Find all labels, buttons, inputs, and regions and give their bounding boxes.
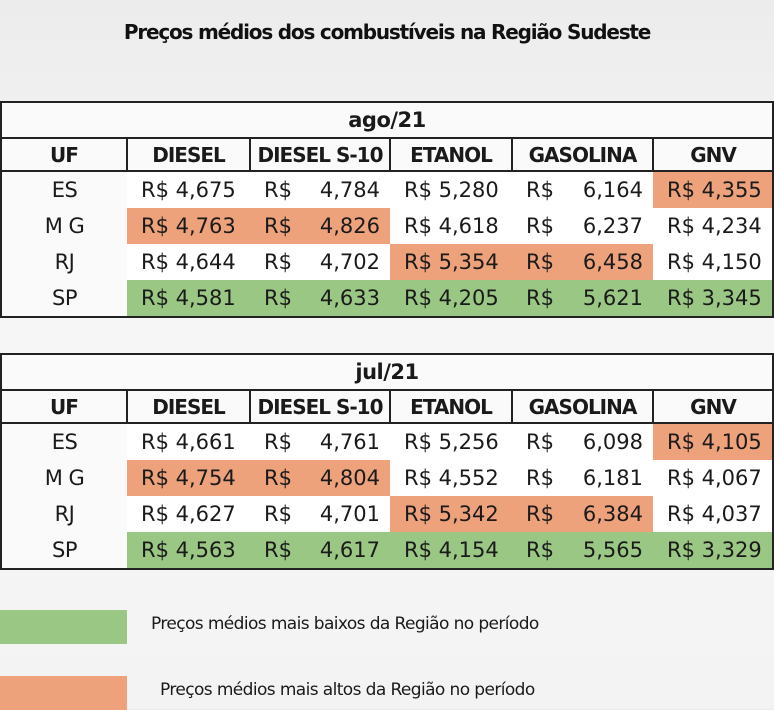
uf-cell: M G [1, 460, 127, 496]
price-gnv: R$ 4,037 [667, 502, 762, 526]
col-header-etanol: ETANOL [390, 390, 513, 424]
price-gnv: R$ 3,329 [653, 532, 773, 569]
price-gnv: R$ 3,345 [653, 280, 774, 317]
period-header: jul/21 [1, 354, 773, 391]
price-gasolina: R$ 6,237 [526, 214, 643, 238]
legend-swatch-highest [0, 676, 127, 710]
col-header-uf: UF [1, 390, 128, 424]
col-header-diesel: DIESEL [127, 138, 251, 172]
uf-cell: ES [1, 171, 127, 208]
legend-label-highest: Preços médios mais altos da Região no pe… [160, 680, 535, 700]
prices-table-jul21: jul/21 UF DIESEL DIESEL S-10 ETANOL GASO… [0, 353, 774, 570]
table-row: SP R$ 4,563 R$ 4,617 R$ 4,154 R$ 5,565 R$ … [1, 532, 773, 569]
col-header-etanol: ETANOL [390, 138, 513, 172]
table-row: M G R$ 4,754 R$ 4,804 R$ 4,552 R$ 6,181 R$… [1, 460, 773, 496]
price-diesel: R$ 4,581 [127, 280, 250, 317]
col-header-gnv: GNV [653, 390, 773, 424]
price-diesel: R$ 4,661 [141, 430, 236, 454]
price-diesel-s10: R$ 4,784 [264, 178, 380, 202]
uf-cell: M G [1, 208, 127, 244]
col-header-diesel: DIESEL [127, 390, 251, 424]
table-row: ES R$ 4,661 R$ 4,761 R$ 5,256 R$ 6,098 R$ … [1, 423, 773, 460]
price-diesel: R$ 4,644 [141, 250, 236, 274]
price-diesel-s10: R$ 4,702 [264, 250, 380, 274]
table-row: ES R$ 4,675 R$ 4,784 R$ 5,280 R$ 6,164 R$ … [1, 171, 774, 208]
table-row: RJ R$ 4,627 R$ 4,701 R$ 5,342 R$ 6,384 R$ … [1, 496, 773, 532]
price-diesel-s10: R$ 4,761 [264, 430, 380, 454]
price-diesel-s10: R$ 4,617 [250, 532, 390, 569]
col-header-gasolina: GASOLINA [512, 390, 654, 424]
legend-swatch-lowest [0, 610, 127, 644]
uf-cell: RJ [1, 244, 127, 280]
price-diesel-s10: R$ 4,804 [250, 460, 390, 496]
price-etanol: R$ 5,354 [390, 244, 512, 280]
price-gasolina: R$ 6,458 [512, 244, 653, 280]
price-gnv: R$ 4,150 [667, 250, 762, 274]
price-etanol: R$ 4,618 [404, 214, 499, 238]
table-row: SP R$ 4,581 R$ 4,633 R$ 4,205 R$ 5,621 R$ … [1, 280, 774, 317]
table-row: RJ R$ 4,644 R$ 4,702 R$ 5,354 R$ 6,458 R$ … [1, 244, 773, 280]
price-etanol: R$ 5,280 [404, 178, 499, 202]
price-gnv: R$ 4,355 [653, 171, 774, 208]
price-etanol: R$ 4,154 [390, 532, 512, 569]
price-etanol: R$ 4,205 [390, 280, 512, 317]
price-etanol: R$ 4,552 [404, 466, 499, 490]
price-gasolina: R$ 6,098 [526, 430, 643, 454]
period-header: ago/21 [1, 102, 774, 139]
price-diesel: R$ 4,754 [127, 460, 250, 496]
price-gnv: R$ 4,067 [667, 466, 762, 490]
col-header-gasolina: GASOLINA [512, 138, 654, 172]
price-gasolina: R$ 6,181 [526, 466, 643, 490]
price-diesel: R$ 4,627 [141, 502, 236, 526]
price-gnv: R$ 4,234 [667, 214, 762, 238]
price-gasolina: R$ 5,621 [512, 280, 653, 317]
price-diesel: R$ 4,763 [127, 208, 250, 244]
price-gasolina: R$ 5,565 [512, 532, 653, 569]
legend-label-lowest: Preços médios mais baixos da Região no p… [151, 614, 539, 634]
col-header-gnv: GNV [653, 138, 774, 172]
table-row: M G R$ 4,763 R$ 4,826 R$ 4,618 R$ 6,237 R$… [1, 208, 773, 244]
prices-table-ago21: ago/21 UF DIESEL DIESEL S-10 ETANOL GASO… [0, 101, 774, 318]
price-etanol: R$ 5,256 [404, 430, 499, 454]
col-header-diesel-s10: DIESEL S-10 [250, 138, 391, 172]
price-etanol: R$ 5,342 [390, 496, 512, 532]
price-gasolina: R$ 6,384 [512, 496, 653, 532]
uf-cell: SP [1, 280, 127, 317]
uf-cell: RJ [1, 496, 127, 532]
price-diesel: R$ 4,563 [127, 532, 250, 569]
price-diesel-s10: R$ 4,701 [264, 502, 380, 526]
price-gnv: R$ 4,105 [653, 423, 773, 460]
price-diesel-s10: R$ 4,826 [250, 208, 390, 244]
uf-cell: SP [1, 532, 127, 569]
price-diesel: R$ 4,675 [141, 178, 236, 202]
page-title: Preços médios dos combustíveis na Região… [123, 20, 651, 44]
col-header-uf: UF [1, 138, 128, 172]
col-header-diesel-s10: DIESEL S-10 [250, 390, 391, 424]
price-diesel-s10: R$ 4,633 [250, 280, 390, 317]
price-gasolina: R$ 6,164 [526, 178, 643, 202]
uf-cell: ES [1, 423, 127, 460]
